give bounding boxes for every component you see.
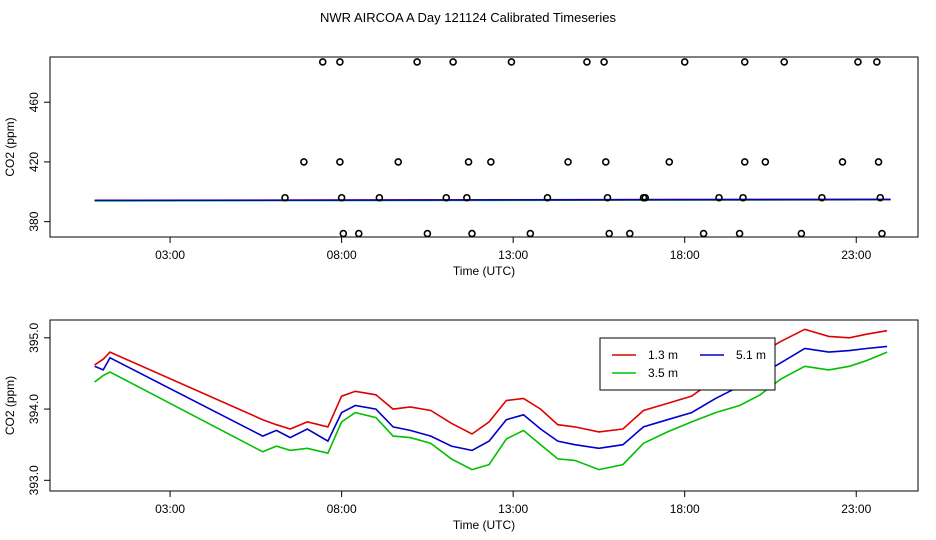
outlier-point — [780, 58, 788, 66]
outlier-point — [605, 229, 614, 238]
outlier-point — [665, 158, 674, 166]
y-tick-label: 460 — [27, 92, 41, 112]
outlier-point — [761, 158, 770, 166]
outlier-point — [715, 193, 723, 202]
outlier-point — [583, 58, 591, 66]
outlier-point — [339, 229, 348, 238]
outlier-point — [876, 193, 885, 202]
x-tick-label: 08:00 — [327, 502, 357, 516]
chart-title: NWR AIRCOA A Day 121124 Calibrated Times… — [320, 10, 616, 25]
legend-label: 5.1 m — [736, 348, 766, 362]
y-axis-label: CO2 (ppm) — [3, 117, 17, 176]
outlier-point — [336, 158, 344, 166]
outlier-point — [394, 158, 403, 166]
y-tick-label: 395.0 — [27, 322, 41, 352]
outlier-point — [601, 158, 610, 166]
x-tick-label: 13:00 — [498, 248, 528, 262]
outlier-point — [413, 58, 421, 66]
outlier-point — [336, 58, 344, 66]
outlier-point — [442, 193, 451, 202]
outlier-point — [468, 229, 476, 238]
outlier-point — [300, 158, 308, 166]
series-line-51m — [94, 198, 891, 202]
outlier-point — [423, 229, 432, 238]
x-tick-label: 03:00 — [155, 248, 185, 262]
outlier-point — [739, 193, 747, 202]
outlier-point — [463, 193, 471, 202]
outlier-point — [600, 58, 608, 66]
outlier-point — [337, 193, 346, 202]
y-tick-label: 394.0 — [27, 394, 41, 424]
outlier-point — [818, 193, 826, 202]
outlier-point — [626, 229, 634, 238]
outlier-point — [699, 229, 708, 238]
outlier-point — [507, 58, 516, 66]
legend-box — [599, 337, 776, 391]
x-tick-label: 23:00 — [841, 248, 871, 262]
x-axis-label: Time (UTC) — [453, 264, 515, 278]
outlier-point — [740, 58, 749, 66]
x-tick-label: 13:00 — [498, 502, 528, 516]
outlier-point — [281, 193, 289, 202]
y-tick-label: 393.0 — [27, 465, 41, 495]
outlier-point — [874, 158, 883, 166]
outlier-point — [873, 58, 881, 66]
legend-label: 1.3 m — [648, 348, 678, 362]
x-tick-label: 18:00 — [670, 248, 700, 262]
outlier-point — [487, 158, 495, 166]
outlier-point — [526, 229, 535, 238]
outlier-point — [878, 229, 886, 238]
x-tick-label: 18:00 — [670, 502, 700, 516]
outlier-point — [543, 193, 552, 202]
outlier-point — [854, 58, 862, 66]
y-tick-label: 420 — [27, 152, 41, 172]
plot-frame — [49, 56, 919, 238]
x-tick-label: 03:00 — [155, 502, 185, 516]
outlier-point — [603, 193, 612, 202]
plot-frame — [49, 319, 919, 492]
x-tick-label: 08:00 — [327, 248, 357, 262]
outlier-point — [564, 158, 572, 166]
outlier-point — [735, 229, 744, 238]
outlier-point — [354, 229, 363, 238]
outlier-point — [464, 158, 473, 166]
outlier-point — [797, 229, 806, 238]
legend-label: 3.5 m — [648, 366, 678, 380]
outlier-point — [449, 58, 457, 66]
outlier-point — [641, 193, 650, 202]
y-axis-label: CO2 (ppm) — [3, 376, 17, 435]
outlier-point — [318, 58, 327, 66]
outlier-point — [740, 158, 749, 166]
series-line-35m — [94, 351, 888, 471]
outlier-point — [838, 158, 847, 166]
outlier-point — [375, 193, 384, 202]
x-tick-label: 23:00 — [841, 502, 871, 516]
y-tick-label: 380 — [27, 211, 41, 231]
outlier-point — [680, 58, 689, 66]
x-axis-label: Time (UTC) — [453, 518, 515, 532]
